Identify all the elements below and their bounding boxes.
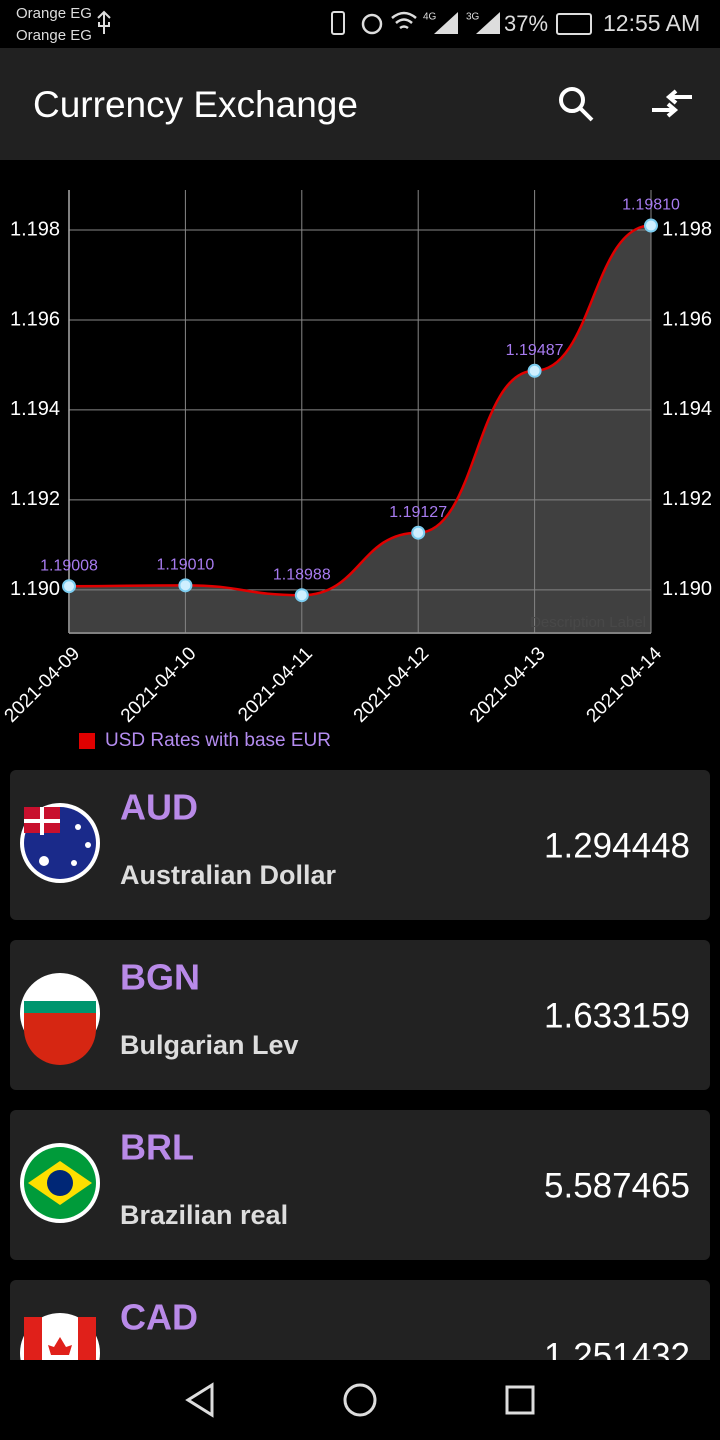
y2-tick-label: 1.196: [662, 308, 712, 330]
vibrate-icon: [331, 11, 345, 35]
swap-button[interactable]: [652, 89, 692, 118]
flag-part: [48, 1337, 72, 1355]
back-button[interactable]: [185, 1382, 214, 1418]
flag-star: [85, 842, 91, 848]
currency-code: BRL: [120, 1127, 194, 1168]
flag-part: [47, 1170, 73, 1196]
y2-tick-label: 1.194: [662, 398, 712, 420]
point: [62, 579, 76, 594]
currency-rate: 1.251432: [544, 1336, 690, 1375]
point: [644, 218, 658, 233]
area: [69, 225, 651, 633]
data-label: 1.19127: [389, 504, 447, 521]
search-button[interactable]: [559, 87, 594, 122]
data-label: 1.19810: [622, 197, 680, 214]
y2-tick-label: 1.190: [662, 578, 712, 600]
network-type: 4G: [423, 12, 437, 23]
usb-icon: [97, 10, 111, 34]
flag-part: [24, 1001, 96, 1013]
y-tick-label: 1.190: [10, 578, 60, 600]
card-bg: [10, 940, 710, 1090]
currency-name: Australian Dollar: [120, 860, 337, 890]
status-bar: Orange EG Orange EG 4G 3G 37% 12:55 AM: [16, 5, 700, 44]
card-bg: [10, 770, 710, 920]
signal-icon: [476, 12, 500, 34]
currency-rate: 5.587465: [544, 1166, 690, 1205]
wifi-icon: [391, 11, 417, 30]
point: [294, 588, 309, 603]
flag-part: [24, 1025, 96, 1065]
flag-star: [75, 824, 81, 830]
flag: [20, 1143, 100, 1223]
signal-icon: [434, 12, 458, 34]
currency-rate: 1.294448: [544, 826, 690, 865]
flag-star: [39, 856, 49, 866]
currency-code: BGN: [120, 957, 200, 998]
network-type: 3G: [466, 12, 480, 23]
y2-tick-label: 1.192: [662, 488, 712, 510]
currency-list: AUD Australian Dollar 1.294448 BGN Bulgarian…: [10, 770, 710, 1430]
battery-icon: [556, 13, 592, 35]
data-label: 1.18988: [273, 566, 331, 583]
clock: 12:55 AM: [603, 10, 700, 36]
flag: [20, 1313, 100, 1360]
carrier: Orange EG: [16, 27, 92, 44]
legend-swatch: [79, 733, 95, 749]
app-title: Currency Exchange: [33, 84, 358, 125]
y-tick-label: 1.198: [10, 218, 60, 240]
flag-part: [24, 807, 60, 835]
y-tick-label: 1.192: [10, 488, 60, 510]
currency-card[interactable]: CAD 1.251432: [10, 1280, 710, 1430]
data-label: 1.19487: [506, 342, 564, 359]
currency-rate: 1.633159: [544, 996, 690, 1035]
data-label: 1.19008: [40, 557, 98, 574]
nav-bar: [0, 1360, 720, 1440]
currency-name: Bulgarian Lev: [120, 1030, 299, 1060]
currency-card[interactable]: BRL Brazilian real 5.587465: [10, 1110, 710, 1260]
flag-part: [78, 1317, 96, 1360]
alarm-icon: [361, 13, 383, 35]
home-button[interactable]: [343, 1383, 377, 1417]
y-tick-label: 1.196: [10, 308, 60, 330]
point: [411, 525, 426, 540]
currency-code: AUD: [120, 787, 198, 828]
point: [178, 578, 193, 593]
legend-label: USD Rates with base EUR: [105, 730, 331, 751]
point: [527, 363, 542, 378]
currency-code: CAD: [120, 1297, 198, 1338]
y-tick-label: 1.194: [10, 398, 60, 420]
currency-card[interactable]: BGN Bulgarian Lev 1.633159: [10, 940, 710, 1090]
currency-card[interactable]: AUD Australian Dollar 1.294448: [10, 770, 710, 920]
y2-tick-label: 1.198: [662, 218, 712, 240]
flag: [20, 973, 100, 1065]
flag-part: [24, 1013, 96, 1025]
currency-name: Brazilian real: [120, 1200, 288, 1230]
flag: [20, 803, 100, 883]
battery-level: 37%: [504, 11, 548, 36]
card-bg: [10, 1280, 710, 1360]
flag-part: [24, 1317, 42, 1360]
carrier: Orange EG: [16, 5, 92, 22]
flag-star: [71, 860, 77, 866]
data-label: 1.19010: [156, 557, 214, 574]
card-bg: [10, 1110, 710, 1260]
app-bar: [0, 48, 720, 160]
recents-button[interactable]: [505, 1385, 535, 1415]
